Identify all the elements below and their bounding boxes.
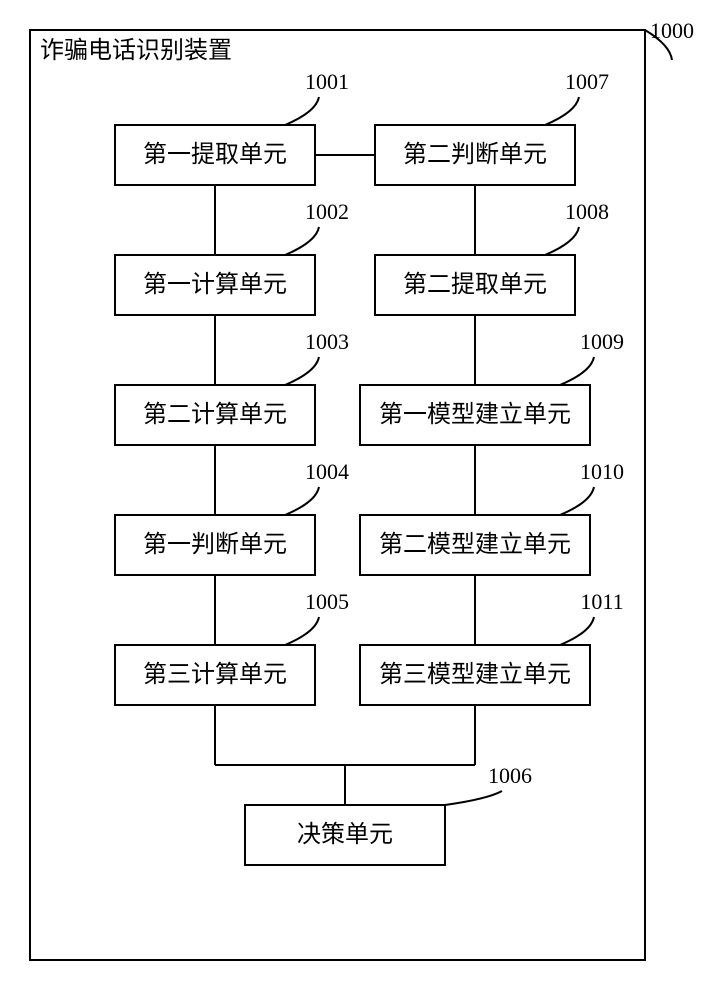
- node-label-1004: 第一判断单元: [143, 531, 287, 558]
- node-label-1003: 第二计算单元: [143, 401, 287, 428]
- ref-1009: 1009: [580, 329, 624, 354]
- leader-1007: [545, 97, 579, 125]
- ref-1002: 1002: [305, 199, 349, 224]
- ref-1010: 1010: [580, 459, 624, 484]
- ref-1000: 1000: [650, 18, 694, 43]
- ref-1001: 1001: [305, 69, 349, 94]
- device-title: 诈骗电话识别装置: [40, 37, 232, 64]
- node-label-1002: 第一计算单元: [143, 271, 287, 298]
- leader-1001: [285, 97, 319, 125]
- leader-1009: [560, 357, 594, 385]
- ref-1005: 1005: [305, 589, 349, 614]
- ref-1006: 1006: [488, 763, 532, 788]
- node-label-1009: 第一模型建立单元: [379, 401, 571, 428]
- node-label-1008: 第二提取单元: [403, 271, 547, 298]
- leader-1011: [560, 617, 594, 645]
- leader-1004: [285, 487, 319, 515]
- node-label-1005: 第三计算单元: [143, 661, 287, 688]
- leader-1005: [285, 617, 319, 645]
- node-label-1010: 第二模型建立单元: [379, 531, 571, 558]
- ref-1011: 1011: [580, 589, 623, 614]
- ref-1003: 1003: [305, 329, 349, 354]
- ref-1008: 1008: [565, 199, 609, 224]
- node-label-1001: 第一提取单元: [143, 141, 287, 168]
- ref-1007: 1007: [565, 69, 609, 94]
- leader-1008: [545, 227, 579, 255]
- leader-1002: [285, 227, 319, 255]
- node-label-1011: 第三模型建立单元: [379, 661, 571, 688]
- leader-1006: [445, 791, 502, 805]
- leader-1003: [285, 357, 319, 385]
- leader-1010: [560, 487, 594, 515]
- node-label-1007: 第二判断单元: [403, 141, 547, 168]
- ref-1004: 1004: [305, 459, 349, 484]
- node-label-1006: 决策单元: [297, 821, 393, 848]
